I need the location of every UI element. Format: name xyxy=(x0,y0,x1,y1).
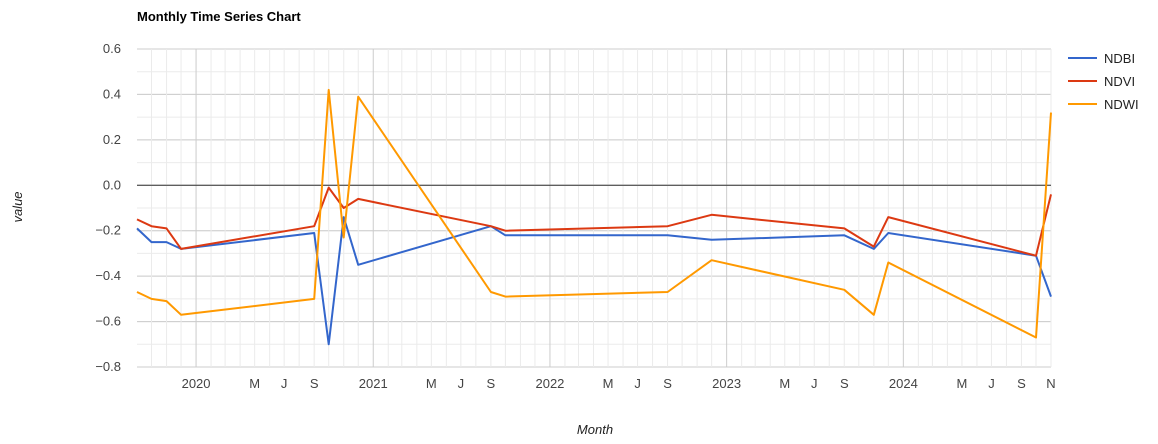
x-tick-label: 2022 xyxy=(535,376,564,391)
x-tick-label: 2020 xyxy=(182,376,211,391)
x-tick-label: 2021 xyxy=(359,376,388,391)
x-axis-title: Month xyxy=(577,422,613,437)
y-tick-label: 0.4 xyxy=(103,86,121,101)
series-lines xyxy=(136,88,1052,346)
x-tick-label: S xyxy=(310,376,319,391)
grid xyxy=(137,48,1052,368)
series-line-ndvi xyxy=(136,186,1052,257)
x-tick-label: J xyxy=(281,376,288,391)
x-tick-label: M xyxy=(249,376,260,391)
x-tick-label: J xyxy=(988,376,995,391)
x-tick-label: M xyxy=(779,376,790,391)
x-tick-label: S xyxy=(840,376,849,391)
x-tick-label: J xyxy=(458,376,465,391)
legend-label-ndvi: NDVI xyxy=(1104,74,1135,89)
x-tick-label: J xyxy=(634,376,641,391)
x-tick-label: S xyxy=(663,376,672,391)
x-tick-label: M xyxy=(957,376,968,391)
x-tick-label: 2023 xyxy=(712,376,741,391)
legend: NDBI NDVI NDWI xyxy=(1068,51,1139,112)
chart-title: Monthly Time Series Chart xyxy=(137,9,301,24)
y-tick-label: −0.2 xyxy=(95,223,121,238)
y-tick-label: 0.0 xyxy=(103,177,121,192)
y-tick-label: 0.2 xyxy=(103,132,121,147)
x-axis-ticks: 2020 M J S 2021 M J S 2022 M J S 2023 M J S 2024 M J S N xyxy=(182,376,1056,391)
legend-label-ndbi: NDBI xyxy=(1104,51,1135,66)
y-axis-ticks: 0.6 0.4 0.2 0.0 −0.2 −0.4 −0.6 −0.8 xyxy=(95,41,121,374)
y-tick-label: −0.6 xyxy=(95,314,121,329)
x-tick-label: 2024 xyxy=(889,376,918,391)
x-tick-label: S xyxy=(487,376,496,391)
x-tick-label: M xyxy=(426,376,437,391)
y-tick-label: −0.8 xyxy=(95,359,121,374)
x-tick-label: S xyxy=(1017,376,1026,391)
x-tick-label: J xyxy=(811,376,818,391)
legend-label-ndwi: NDWI xyxy=(1104,97,1139,112)
y-tick-label: 0.6 xyxy=(103,41,121,56)
series-line-ndwi xyxy=(136,88,1052,339)
x-tick-label: N xyxy=(1046,376,1055,391)
y-tick-label: −0.4 xyxy=(95,268,121,283)
x-tick-label: M xyxy=(603,376,614,391)
y-axis-title: value xyxy=(10,191,25,222)
